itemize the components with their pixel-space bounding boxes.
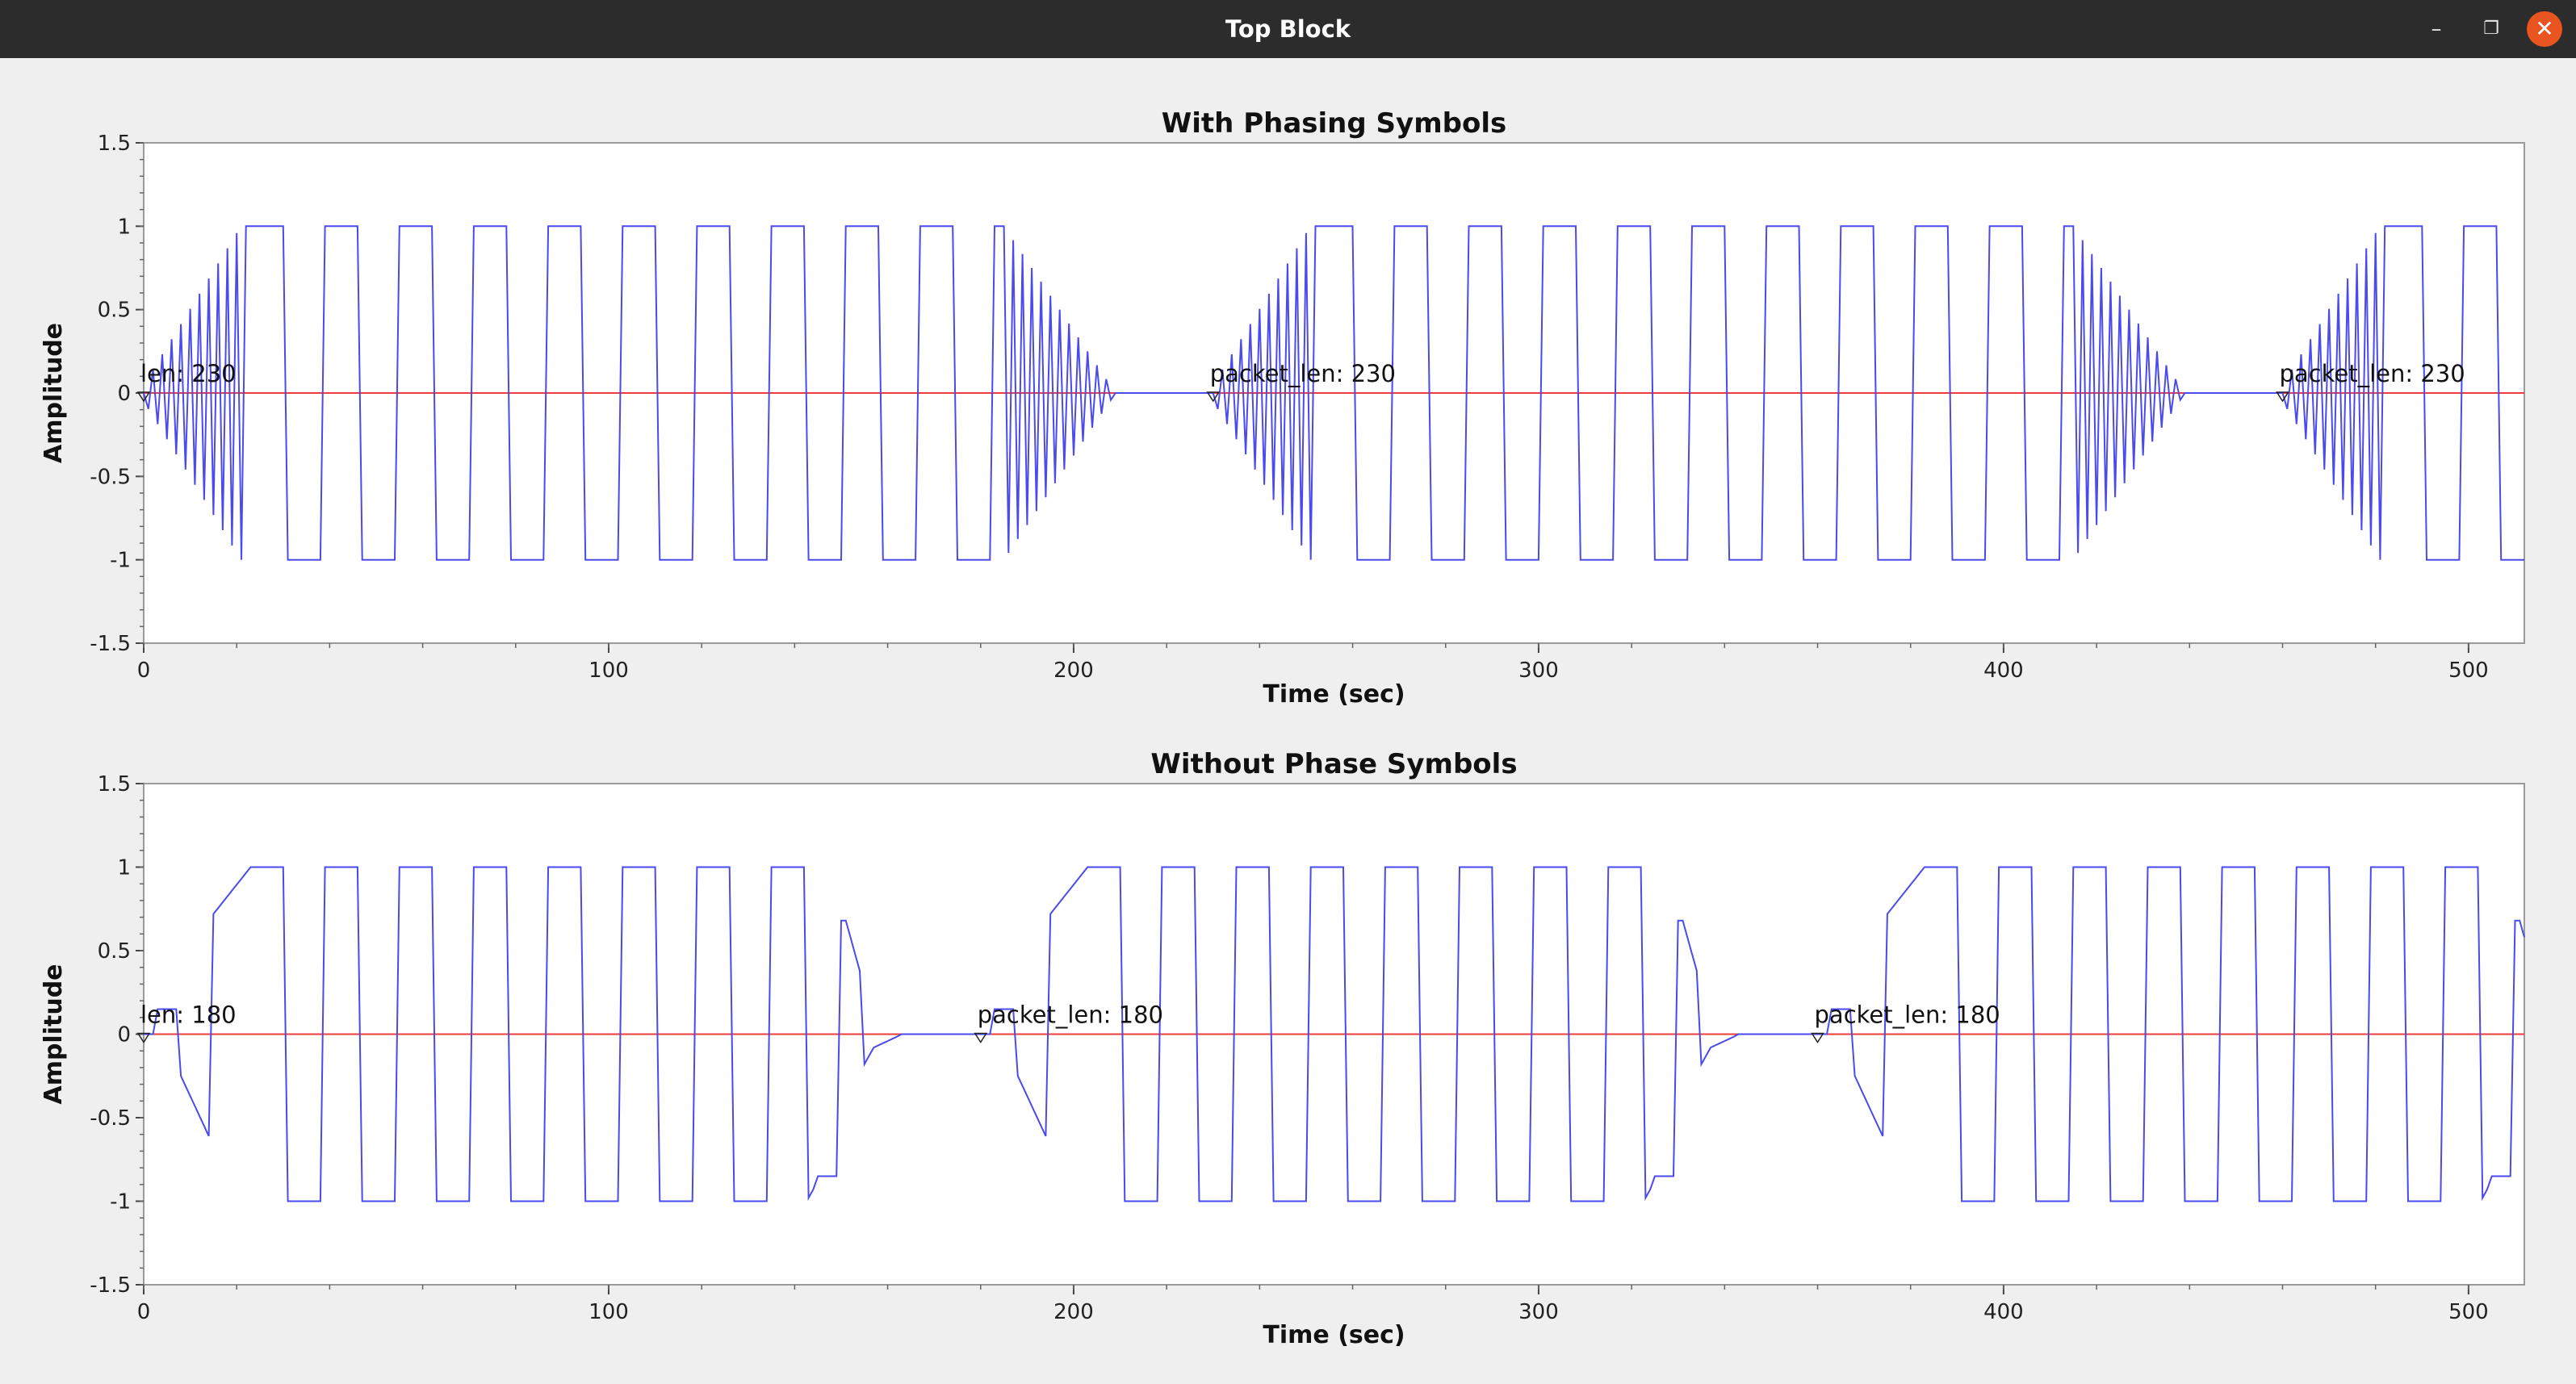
chart-2: Without Phase Symbols Time (sec) Amplitude… [40,748,2525,1349]
y-tick-label: -0.5 [90,1106,131,1131]
y-axis-label: Amplitude [40,964,68,1104]
signal-series-line [143,225,2524,561]
y-tick-label: 1 [117,856,131,880]
x-axis-label: Time (sec) [1263,680,1405,709]
signal-series-line [144,866,2525,1202]
tag-label: packet_len: 230 [2279,360,2465,387]
x-tick-label: 300 [1518,1300,1559,1324]
x-axis-label: Time (sec) [1263,1321,1405,1349]
plots-area: With Phasing Symbols Time (sec) Amplitude 1… [40,107,2525,1349]
window-title: Top Block [1225,15,1351,43]
tag-label: len: 230 [140,360,237,387]
x-tick-label: 0 [137,659,151,683]
chart-title: Without Phase Symbols [1150,748,1517,780]
y-tick-label: -1 [110,1190,131,1215]
x-tick-label: 300 [1518,659,1559,683]
tag-label: packet_len: 180 [978,1001,1163,1029]
y-tick-label: 1.5 [98,772,131,797]
y-tick-label: 0.5 [98,939,131,964]
chart-title: With Phasing Symbols [1162,107,1506,140]
y-tick-label: 1.5 [98,132,131,156]
tag-marker [1206,391,1221,403]
x-tick-label: 100 [589,659,629,683]
y-tick-label: -1.5 [90,632,131,656]
y-axis-label: Amplitude [40,323,68,463]
y-tick-label: 1 [117,215,131,239]
tag-label: packet_len: 230 [1210,360,1396,387]
x-tick-label: 200 [1053,1300,1094,1324]
tag-marker [136,1032,151,1043]
close-icon[interactable]: ✕ [2527,11,2562,47]
tag-marker [136,391,151,403]
x-tick-label: 200 [1053,659,1094,683]
x-tick-label: 500 [2448,1300,2489,1324]
y-tick-label: -0.5 [90,465,131,489]
y-tick-label: 0 [117,382,131,406]
y-tick-label: 0 [117,1023,131,1047]
y-tick-label: 0.5 [98,299,131,323]
minimize-icon[interactable]: – [2431,17,2442,41]
x-tick-label: 100 [589,1300,629,1324]
chart-1: With Phasing Symbols Time (sec) Amplitude 1… [40,107,2525,709]
x-tick-label: 0 [137,1300,151,1324]
tag-label: len: 180 [140,1001,237,1029]
window-titlebar: Top Block – ❐ ✕ [0,0,2576,58]
tag-marker [974,1032,988,1043]
x-tick-label: 500 [2448,659,2489,683]
tag-label: packet_len: 180 [1815,1001,2000,1029]
y-tick-label: -1 [110,549,131,573]
tag-marker [1811,1032,1824,1043]
x-tick-label: 400 [1983,659,2024,683]
y-tick-label: -1.5 [90,1273,131,1298]
tag-marker [2276,391,2289,403]
maximize-icon[interactable]: ❐ [2483,19,2499,39]
x-tick-label: 400 [1983,1300,2024,1324]
